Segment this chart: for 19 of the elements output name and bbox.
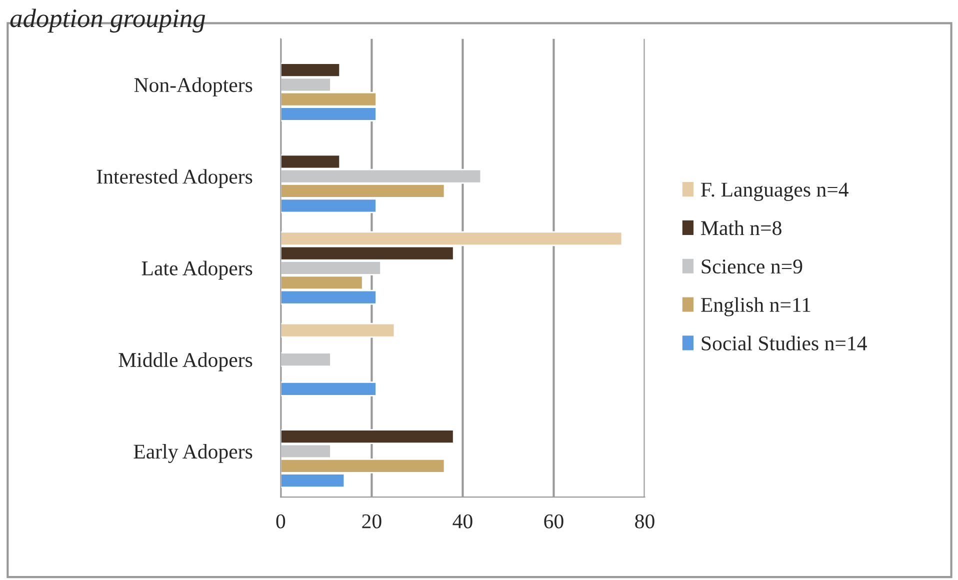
y-tick-label: Non-Adopters [134,77,252,96]
y-tick-label: Early Adopers [134,444,252,463]
x-tick-label: 20 [362,514,382,528]
legend-label: F. Languages n=4 [701,182,848,201]
legend-label: Social Studies n=14 [702,336,867,350]
legend-label: Science n=9 [702,260,802,274]
y-tick-label: Late Adopers [142,260,252,280]
legend-label: English n=11 [701,297,810,316]
x-tick-label: 40 [452,514,472,528]
bar [280,322,396,338]
bar [280,352,332,368]
x-tick-label: 80 [635,514,654,528]
chart-title: adoption grouping [10,8,206,33]
y-tick-label: Interested Adopers [96,169,252,188]
x-tick-label: 60 [544,514,564,528]
x-tick-label: 0 [276,514,286,528]
y-tick-label: Middle Adopers [118,352,252,372]
bar [280,381,377,396]
legend-label: Math n=8 [701,220,782,236]
